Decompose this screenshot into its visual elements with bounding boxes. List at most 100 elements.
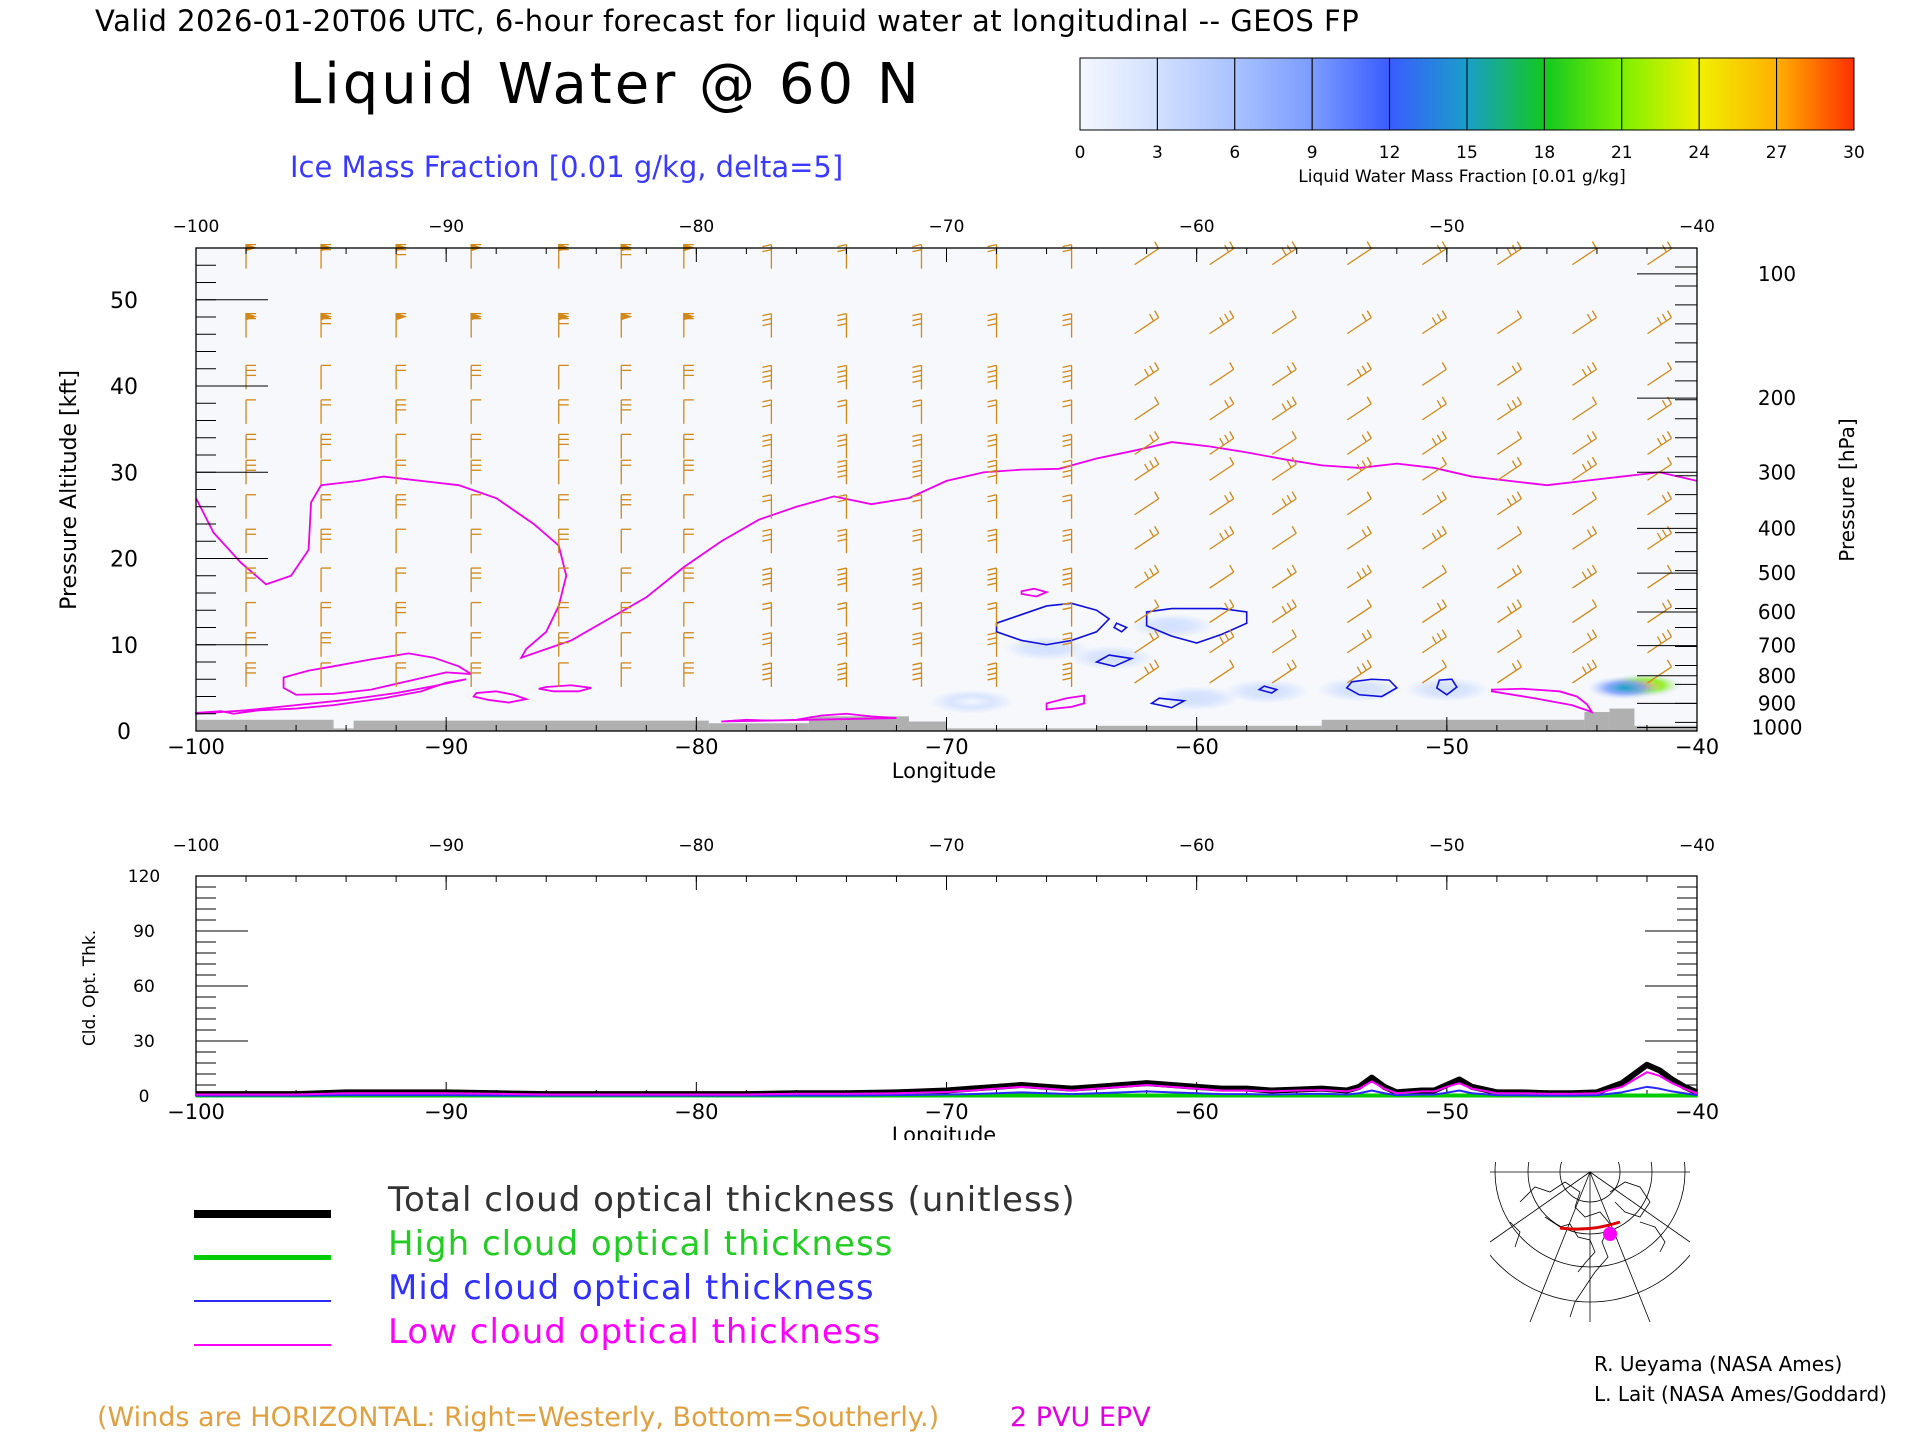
legend-label-low: Low cloud optical thickness [388, 1312, 882, 1352]
wind-barb [1062, 433, 1073, 459]
ice-mass-contour [1149, 697, 1187, 709]
wind-barb [1062, 662, 1073, 687]
wind-barb [320, 601, 332, 627]
wind-barb [912, 528, 923, 554]
wind-barb [762, 399, 773, 424]
wind-barb [1271, 599, 1297, 624]
x-axis-label: Longitude [892, 759, 996, 783]
optical-thickness-chart: −100 −100 −90 −90 −80 −80 −70 −70 −60 −60 −50 −50 −4… [80, 836, 1719, 1140]
credit-lait: L. Lait (NASA Ames/Goddard) [1594, 1382, 1887, 1406]
colorbar-label: Liquid Water Mass Fraction [0.01 g/kg] [1298, 167, 1625, 187]
wind-barb [683, 399, 694, 424]
wind-barb [1647, 659, 1673, 684]
opt-x-tick-label-top: −40 [1679, 836, 1715, 856]
wind-barb [987, 632, 998, 657]
wind-barb [1497, 310, 1522, 335]
wind-barb [683, 662, 694, 687]
pressure-tick-label: 200 [1758, 386, 1796, 410]
wind-barb [1497, 525, 1522, 550]
wind-barb [620, 528, 632, 554]
wind-barb [1062, 459, 1073, 485]
wind-barb [245, 433, 257, 459]
wind-barb [912, 662, 923, 687]
wind-barb [1134, 491, 1160, 516]
wind-barb [245, 601, 257, 627]
liquid-water-region [1586, 675, 1663, 700]
colorbar-cell [1156, 57, 1236, 131]
colorbar: 0 3 6 9 12 15 18 21 24 27 30 Liquid Water Mass Fra… [1075, 57, 1865, 187]
wind-barb [1062, 494, 1073, 519]
opt-y-tick-label: 0 [139, 1087, 150, 1107]
wind-barb [1134, 599, 1160, 624]
colorbar-tick-label: 18 [1534, 143, 1556, 163]
wind-barb [395, 632, 407, 657]
wind-barb [1572, 362, 1597, 386]
wind-barb [1062, 528, 1073, 554]
legend-line-total [194, 1210, 331, 1218]
opt-x-axis-label: Longitude [892, 1123, 996, 1140]
wind-barb [620, 364, 632, 390]
wind-barb [1421, 564, 1447, 589]
colorbar-tick-label: 12 [1379, 143, 1401, 163]
epv-contour [472, 690, 530, 704]
wind-barb [1134, 456, 1160, 481]
epv-contour [1045, 694, 1085, 711]
wind-barb [1271, 310, 1297, 335]
wind-barb [1572, 659, 1597, 684]
wind-barb [987, 494, 998, 519]
cross-section-chart: −100 −100 −90 −90 −80 −80 −70 −70 −60 −60 −50 −50 −4… [57, 217, 1859, 783]
terrain-block [353, 720, 709, 731]
wind-barb [395, 601, 407, 627]
legend: Total cloud optical thickness (unitless)… [0, 1170, 1920, 1370]
wind-barb [1346, 491, 1372, 516]
wind-barb [762, 601, 773, 627]
credit-ueyama: R. Ueyama (NASA Ames) [1594, 1352, 1843, 1376]
wind-barb [1421, 310, 1447, 335]
wind-barb [1346, 362, 1372, 386]
wind-barb [762, 494, 773, 519]
wind-barb [470, 459, 482, 485]
wind-barb [1647, 599, 1673, 624]
wind-barb [1271, 629, 1297, 654]
ice-mass-subtitle: Ice Mass Fraction [0.01 g/kg, delta=5] [290, 150, 844, 184]
wind-barb [1134, 431, 1160, 455]
wind-barb [1271, 525, 1297, 550]
opt-x-tick-label-top: −80 [678, 836, 714, 856]
opt-y-tick-label: 30 [133, 1032, 155, 1052]
legend-label-high: High cloud optical thickness [388, 1224, 894, 1264]
epv-contour [538, 684, 592, 693]
wind-barb [837, 567, 848, 593]
opt-x-tick-label-top: −100 [173, 836, 220, 856]
wind-barb [762, 662, 773, 687]
opt-x-tick-label-top: −90 [428, 836, 464, 856]
colorbar-tick-label: 9 [1307, 143, 1318, 163]
epv-contour [195, 441, 1698, 660]
wind-barb [912, 399, 923, 424]
opt-series-line [196, 1071, 1698, 1096]
wind-barb [1209, 396, 1235, 421]
ice-mass-contour [1257, 685, 1279, 694]
wind-barb [683, 528, 694, 554]
wind-barb [987, 399, 998, 424]
wind-barb [837, 364, 848, 390]
wind-barb [1271, 362, 1297, 386]
colorbar-cell [1776, 57, 1855, 131]
wind-barb [837, 399, 848, 424]
wind-barb [1209, 629, 1235, 654]
wind-barb [245, 364, 257, 390]
terrain-block [946, 728, 1097, 731]
wind-barb [1346, 396, 1372, 421]
liquid-water-region [1004, 636, 1089, 661]
wind-barb [1209, 659, 1235, 684]
wind-barb [620, 494, 632, 519]
wind-barb [558, 433, 569, 459]
wind-barb [1497, 396, 1522, 421]
wind-barb [837, 312, 848, 338]
wind-barb [245, 528, 257, 554]
wind-barb [320, 567, 332, 593]
wind-barb [1647, 431, 1673, 455]
y-tick-label: 30 [110, 461, 138, 486]
winds-note: (Winds are HORIZONTAL: Right=Westerly, B… [97, 1402, 940, 1433]
pressure-tick-label: 100 [1758, 262, 1796, 286]
wind-barb [683, 567, 694, 593]
